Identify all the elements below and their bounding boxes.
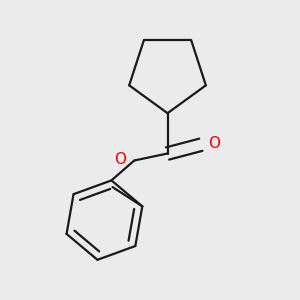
Text: O: O <box>208 136 220 151</box>
Text: O: O <box>115 152 127 167</box>
